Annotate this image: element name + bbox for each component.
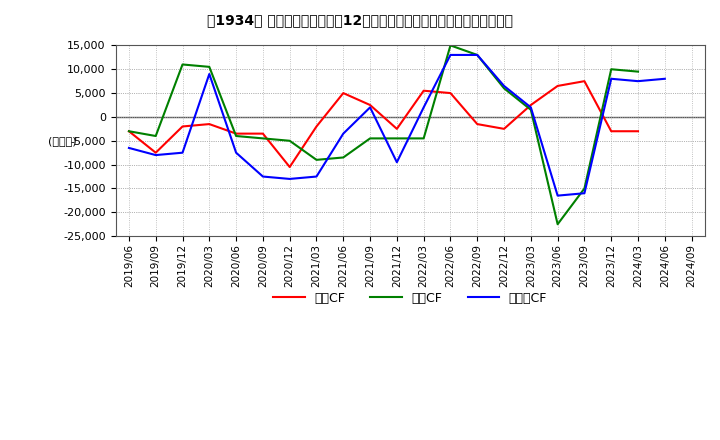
フリーCF [151, 152, 160, 158]
投資CF [500, 86, 508, 91]
投資CF [232, 133, 240, 139]
投資CF [634, 69, 642, 74]
投資CF [339, 155, 348, 160]
営業CF [125, 128, 133, 134]
営業CF [205, 121, 214, 127]
営業CF [607, 128, 616, 134]
営業CF [473, 121, 482, 127]
フリーCF [205, 71, 214, 77]
営業CF [339, 91, 348, 96]
フリーCF [312, 174, 321, 179]
営業CF [580, 78, 589, 84]
営業CF [366, 103, 374, 108]
投資CF [392, 136, 401, 141]
フリーCF [178, 150, 186, 155]
投資CF [285, 138, 294, 143]
投資CF [526, 107, 535, 112]
投資CF [607, 66, 616, 72]
フリーCF [580, 191, 589, 196]
投資CF [151, 133, 160, 139]
投資CF [205, 64, 214, 70]
フリーCF [446, 52, 455, 58]
営業CF [392, 126, 401, 132]
Legend: 営業CF, 投資CF, フリーCF: 営業CF, 投資CF, フリーCF [269, 287, 552, 310]
営業CF [178, 124, 186, 129]
営業CF [446, 91, 455, 96]
投資CF [178, 62, 186, 67]
営業CF [232, 131, 240, 136]
フリーCF [339, 131, 348, 136]
Line: 営業CF: 営業CF [129, 81, 638, 167]
Y-axis label: (百万円): (百万円) [48, 136, 77, 146]
営業CF [258, 131, 267, 136]
営業CF [419, 88, 428, 93]
フリーCF [366, 105, 374, 110]
営業CF [500, 126, 508, 132]
フリーCF [660, 76, 669, 81]
Line: フリーCF: フリーCF [129, 55, 665, 196]
Line: 投資CF: 投資CF [129, 45, 638, 224]
Text: 【1934】 キャッシュフローの12か月移動合計の対前年同期増減額の推移: 【1934】 キャッシュフローの12か月移動合計の対前年同期増減額の推移 [207, 13, 513, 27]
投資CF [473, 52, 482, 58]
投資CF [580, 186, 589, 191]
フリーCF [526, 105, 535, 110]
営業CF [285, 165, 294, 170]
フリーCF [419, 105, 428, 110]
フリーCF [500, 83, 508, 88]
フリーCF [258, 174, 267, 179]
投資CF [366, 136, 374, 141]
投資CF [446, 43, 455, 48]
営業CF [526, 103, 535, 108]
フリーCF [607, 76, 616, 81]
営業CF [553, 83, 562, 88]
フリーCF [125, 145, 133, 150]
営業CF [151, 150, 160, 155]
フリーCF [392, 160, 401, 165]
投資CF [125, 128, 133, 134]
投資CF [553, 222, 562, 227]
フリーCF [285, 176, 294, 182]
営業CF [634, 128, 642, 134]
フリーCF [634, 78, 642, 84]
フリーCF [553, 193, 562, 198]
投資CF [312, 157, 321, 162]
フリーCF [473, 52, 482, 58]
投資CF [258, 136, 267, 141]
フリーCF [232, 150, 240, 155]
投資CF [419, 136, 428, 141]
営業CF [312, 124, 321, 129]
